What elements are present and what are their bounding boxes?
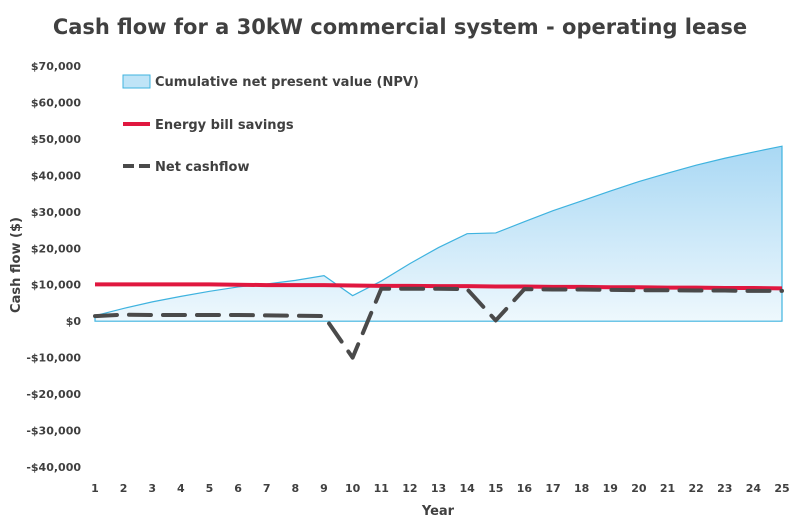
y-tick-label: $50,000: [31, 133, 81, 146]
x-tick-label: 7: [263, 482, 271, 495]
net-cashflow-line: [93, 286, 784, 360]
x-tick-label: 17: [545, 482, 560, 495]
legend: Cumulative net present value (NPV) Energy…: [122, 74, 419, 175]
x-tick-label: 21: [660, 482, 675, 495]
y-tick-label: -$10,000: [26, 352, 81, 365]
npv-area: [94, 145, 783, 322]
y-axis-title: Cash flow ($): [9, 217, 24, 313]
x-tick-label: 15: [488, 482, 503, 495]
y-tick-label: $70,000: [31, 60, 81, 73]
y-tick-label: $60,000: [31, 96, 81, 109]
y-tick-label: $30,000: [31, 206, 81, 219]
x-tick-label: 6: [234, 482, 242, 495]
x-tick-label: 11: [374, 482, 389, 495]
y-tick-label: $20,000: [31, 242, 81, 255]
y-tick-label: $40,000: [31, 169, 81, 182]
y-tick-label: -$40,000: [26, 461, 81, 474]
x-tick-label: 13: [431, 482, 446, 495]
x-tick-label: 9: [320, 482, 328, 495]
y-axis-ticks: $70,000 $60,000 $50,000 $40,000 $30,000 $20,0…: [26, 60, 81, 474]
y-tick-label: -$20,000: [26, 388, 81, 401]
x-tick-label: 24: [746, 482, 762, 495]
plot-area: [93, 145, 784, 360]
x-tick-label: 16: [517, 482, 533, 495]
x-tick-label: 12: [402, 482, 417, 495]
y-tick-label: $0: [66, 315, 82, 328]
y-tick-label: -$30,000: [26, 425, 81, 438]
x-tick-label: 3: [148, 482, 156, 495]
x-tick-label: 10: [345, 482, 361, 495]
energy-bill-savings-line: [95, 282, 783, 291]
legend-label-npv: Cumulative net present value (NPV): [155, 75, 419, 90]
x-tick-label: 25: [774, 482, 789, 495]
x-tick-label: 8: [292, 482, 300, 495]
x-tick-label: 18: [574, 482, 589, 495]
x-tick-label: 2: [120, 482, 128, 495]
x-tick-label: 5: [206, 482, 214, 495]
x-tick-label: 4: [177, 482, 185, 495]
legend-swatch-npv: [122, 74, 151, 89]
x-tick-label: 1: [91, 482, 99, 495]
x-tick-label: 14: [459, 482, 475, 495]
legend-label-energy-bill-savings: Energy bill savings: [155, 118, 294, 133]
x-tick-label: 20: [631, 482, 647, 495]
y-tick-label: $10,000: [31, 279, 81, 292]
x-tick-label: 19: [603, 482, 618, 495]
x-axis-ticks: 1 2 3 4 5 6 7 8 9 10 11 12 13 14 15 16 17 18 19 20 21 22 23 24 2…: [91, 482, 789, 495]
x-axis-title: Year: [421, 504, 455, 519]
x-tick-label: 22: [688, 482, 703, 495]
chart-title: Cash flow for a 30kW commercial system -…: [53, 15, 747, 39]
x-tick-label: 23: [717, 482, 732, 495]
legend-label-net-cashflow: Net cashflow: [155, 160, 250, 175]
